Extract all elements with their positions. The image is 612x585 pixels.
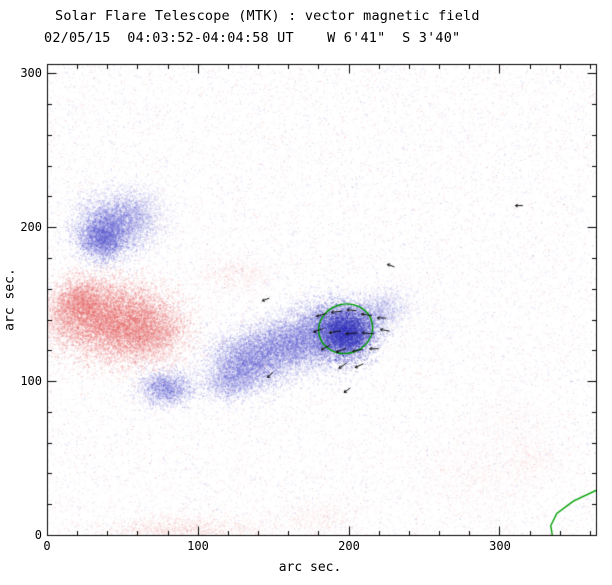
x-tick-label: 200: [338, 539, 360, 553]
y-tick-label: 200: [20, 220, 42, 234]
plot-title: Solar Flare Telescope (MTK) : vector mag…: [55, 8, 480, 24]
x-tick-label: 300: [489, 539, 511, 553]
y-tick-label: 0: [34, 528, 42, 542]
plot-subtitle: 02/05/15 04:03:52-04:04:58 UT W 6'41" S …: [44, 30, 461, 46]
x-axis-label: arc sec.: [278, 560, 342, 575]
y-tick-label: 100: [20, 374, 42, 388]
y-axis-label: arc sec.: [2, 268, 18, 331]
x-tick-label: 0: [43, 539, 51, 553]
x-tick-label: 100: [187, 539, 209, 553]
y-tick-label: 300: [20, 66, 42, 80]
